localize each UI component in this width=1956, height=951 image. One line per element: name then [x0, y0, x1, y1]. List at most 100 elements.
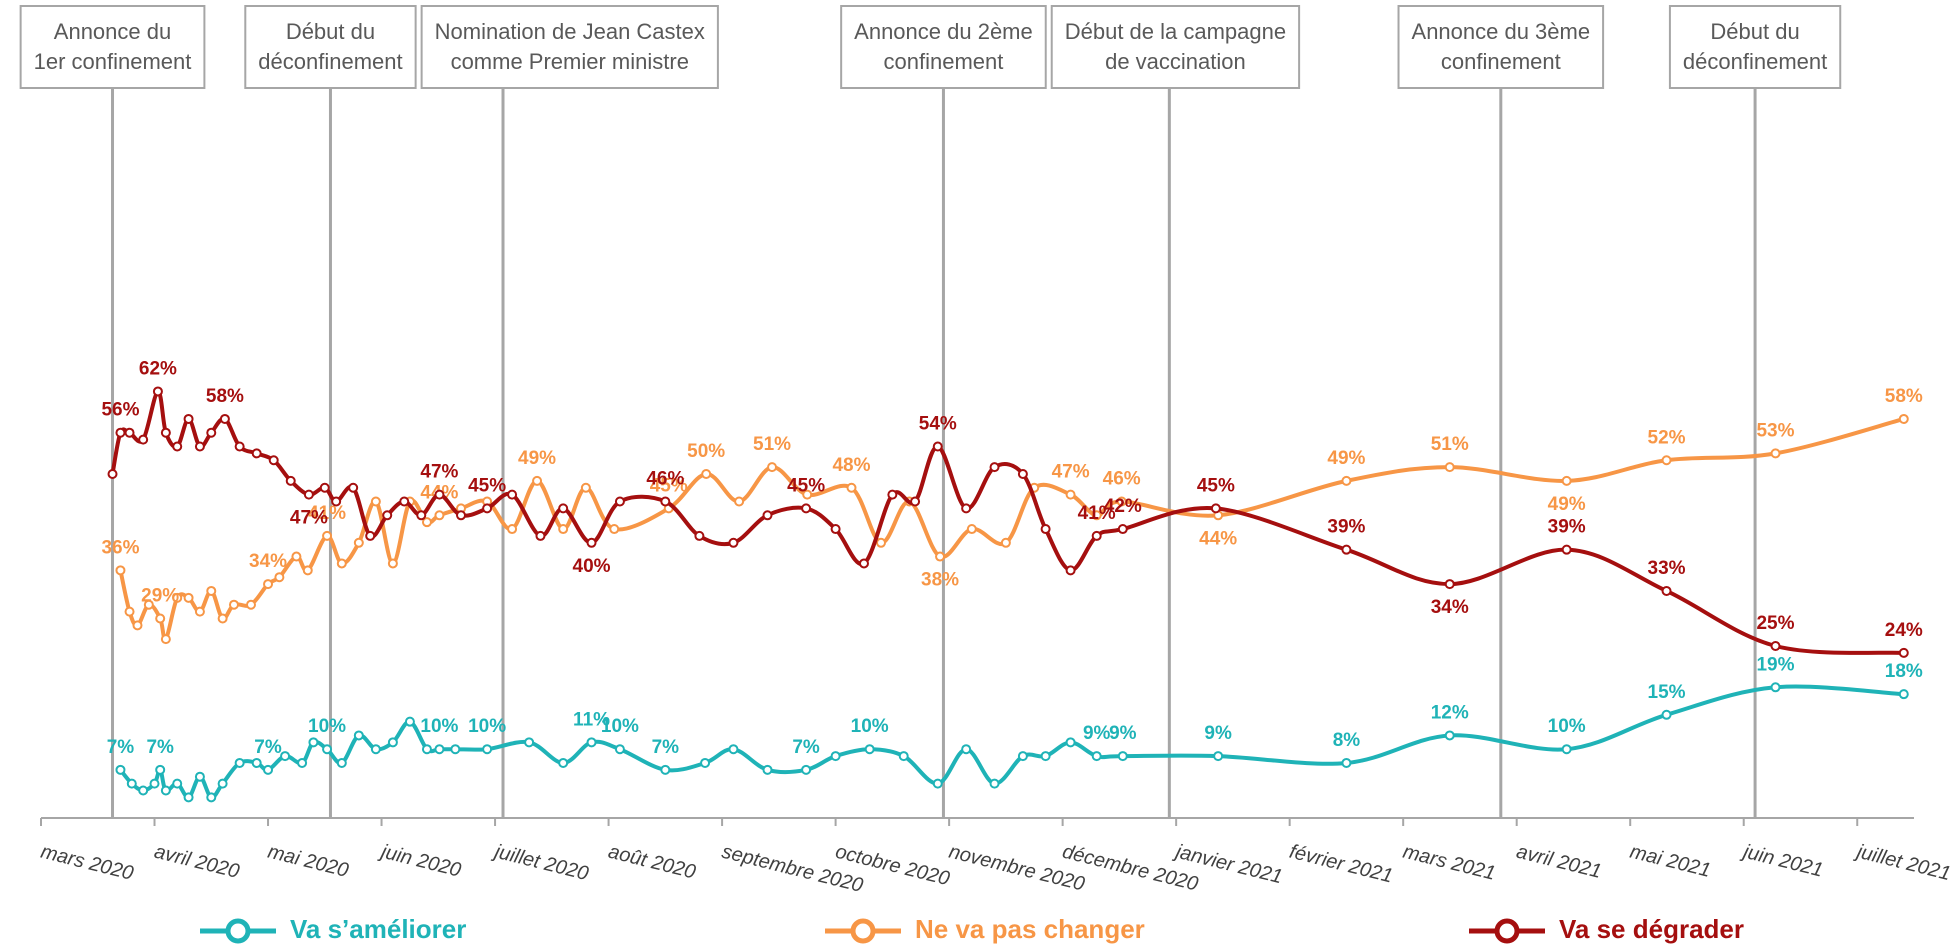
data-label: 38% [921, 570, 959, 591]
data-point [660, 764, 671, 775]
data-point [586, 737, 597, 748]
data-point [456, 510, 467, 521]
data-point [580, 482, 591, 493]
data-label: 10% [851, 716, 889, 737]
data-label: 10% [468, 716, 506, 737]
data-point [876, 537, 887, 548]
data-point [183, 413, 194, 424]
data-point [322, 744, 333, 755]
data-point [206, 585, 217, 596]
data-point [416, 510, 427, 521]
data-point [507, 524, 518, 535]
data-point [767, 462, 778, 473]
data-point [728, 537, 739, 548]
data-label: 56% [101, 400, 139, 421]
legend-item: Ne va pas changer [825, 914, 1145, 944]
data-point [535, 530, 546, 541]
data-point [234, 757, 245, 768]
data-point [1898, 689, 1909, 700]
data-point [251, 448, 262, 459]
data-point [160, 785, 171, 796]
data-point [482, 744, 493, 755]
data-point [1661, 455, 1672, 466]
data-point [858, 558, 869, 569]
data-point [532, 475, 543, 486]
data-point [194, 441, 205, 452]
data-point [421, 517, 432, 528]
annotation: Annonce du 3ème confinement [1397, 5, 1605, 818]
data-point [1341, 757, 1352, 768]
data-label: 40% [573, 556, 611, 577]
data-point [228, 599, 239, 610]
data-label: 62% [139, 358, 177, 379]
data-point [124, 606, 135, 617]
legend-item: Va se dégrader [1469, 914, 1744, 944]
data-point [1770, 682, 1781, 693]
data-point [143, 599, 154, 610]
data-label: 46% [646, 469, 684, 490]
x-tick-label: avril 2021 [1514, 841, 1603, 883]
data-point [115, 764, 126, 775]
data-point [586, 537, 597, 548]
x-tick-label: juin 2020 [376, 840, 463, 882]
data-point [353, 537, 364, 548]
data-label: 45% [787, 475, 825, 496]
data-label: 50% [687, 441, 725, 462]
data-point [126, 778, 137, 789]
data-point [183, 792, 194, 803]
data-point [353, 730, 364, 741]
data-point [935, 551, 946, 562]
data-label: 18% [1885, 661, 1923, 682]
annotation: Nomination de Jean Castex comme Premier m… [420, 5, 719, 818]
data-point [1561, 475, 1572, 486]
data-label: 42% [1104, 496, 1142, 517]
data-label: 7% [792, 737, 820, 758]
data-point [1213, 751, 1224, 762]
data-point [365, 530, 376, 541]
data-point [434, 489, 445, 500]
data-point [1065, 565, 1076, 576]
annotation-text: confinement [1441, 49, 1561, 74]
data-point [558, 503, 569, 514]
data-point [802, 489, 813, 500]
data-point [801, 503, 812, 514]
data-label: 41% [308, 503, 346, 524]
data-point [331, 496, 342, 507]
data-label: 58% [206, 386, 244, 407]
data-label: 45% [468, 475, 506, 496]
data-point [194, 771, 205, 782]
annotation: Début de la campagne de vaccination [1050, 5, 1301, 818]
data-label: 49% [518, 448, 556, 469]
data-label: 10% [1548, 716, 1586, 737]
data-point [558, 757, 569, 768]
data-point [138, 785, 149, 796]
data-point [132, 620, 143, 631]
data-label: 7% [652, 737, 680, 758]
data-point [291, 551, 302, 562]
data-point [1117, 751, 1128, 762]
data-point [172, 778, 183, 789]
annotation-text: Début du [1710, 19, 1799, 44]
annotation: Annonce du 1er confinement [19, 5, 206, 818]
data-point [302, 565, 313, 576]
data-point [887, 489, 898, 500]
data-point [217, 778, 228, 789]
data-point [932, 778, 943, 789]
series: 36%29%34%41%44%49%45%50%51%48%38%47%46%4… [101, 386, 1923, 645]
annotation-box [1668, 5, 1842, 89]
data-point [387, 558, 398, 569]
data-point [399, 496, 410, 507]
data-label: 49% [1548, 494, 1586, 515]
data-point [308, 737, 319, 748]
data-point [206, 792, 217, 803]
legend-label: Va s’améliorer [290, 914, 466, 944]
data-label: 7% [254, 737, 282, 758]
data-point [558, 524, 569, 535]
data-point [524, 737, 535, 748]
data-label: 52% [1648, 427, 1686, 448]
data-label: 24% [1885, 620, 1923, 641]
data-point [734, 496, 745, 507]
data-point [404, 716, 415, 727]
data-point [864, 744, 875, 755]
data-point [370, 496, 381, 507]
